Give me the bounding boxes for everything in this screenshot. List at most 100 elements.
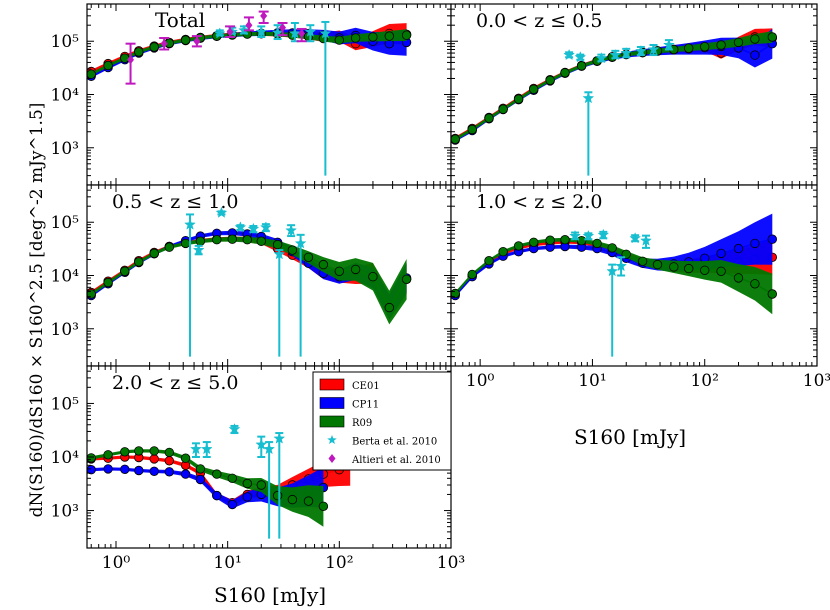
panel-title: 0.5 < z ≤ 1.0: [112, 191, 238, 213]
point-CP11: [767, 234, 778, 244]
point-R09: [592, 238, 602, 249]
y-tick-label: 10³: [51, 139, 79, 159]
point-R09: [87, 453, 96, 463]
band-CP11: [91, 467, 324, 509]
point-CP11: [164, 467, 175, 477]
berta-point: [294, 237, 307, 249]
point-R09: [180, 453, 191, 463]
point-R09: [103, 60, 113, 71]
x-axis-label-bottom: S160 [mJy]: [214, 583, 326, 607]
legend-label: Berta et al. 2010: [352, 437, 437, 448]
point-R09: [164, 447, 175, 458]
point-R09: [684, 43, 694, 53]
point-R09: [303, 496, 314, 506]
point-R09: [134, 47, 144, 57]
point-R09: [716, 266, 726, 277]
point-R09: [560, 68, 570, 78]
berta-point: [200, 442, 213, 455]
band-R09: [91, 236, 407, 325]
altieri-point: [160, 39, 168, 49]
berta-point: [273, 432, 286, 444]
point-R09: [607, 243, 617, 253]
point-R09: [256, 480, 267, 490]
berta-point: [609, 48, 622, 61]
point-R09: [384, 302, 395, 313]
point-R09: [368, 272, 378, 282]
y-tick-label: 10³: [51, 502, 79, 522]
point-R09: [767, 289, 778, 299]
berta-point: [615, 259, 628, 272]
point-CP11: [134, 465, 144, 476]
band-R09: [455, 237, 773, 315]
x-axis-label-right: S160 [mJy]: [574, 425, 686, 449]
berta-point: [597, 228, 610, 240]
berta-point: [582, 229, 595, 242]
point-R09: [120, 447, 130, 457]
point-R09: [529, 84, 539, 95]
panel-z-0.5-1.0: 10³ 10⁴ 10⁵ 0.5 < z ≤ 1.0: [51, 184, 452, 367]
point-R09: [120, 53, 130, 63]
berta-point: [647, 43, 660, 55]
berta-point: [606, 265, 619, 277]
point-R09: [545, 75, 555, 86]
point-R09: [87, 69, 96, 79]
point-R09: [576, 61, 587, 71]
x-tick-label: 10⁰: [102, 553, 131, 573]
point-R09: [700, 42, 710, 52]
point-CE01: [164, 456, 175, 466]
berta-point: [255, 25, 268, 37]
x-tick-label: 10¹: [213, 553, 241, 573]
panel-z-1.0-2.0: 1.0 < z ≤ 2.0 10⁰ 10¹ 10² 10³: [450, 184, 830, 391]
berta-point: [228, 423, 241, 435]
point-R09: [401, 30, 412, 40]
point-R09: [103, 277, 113, 288]
point-CP11: [716, 248, 726, 259]
berta-point: [629, 232, 642, 244]
point-R09: [401, 274, 412, 285]
point-R09: [227, 473, 238, 484]
berta-point: [273, 248, 286, 260]
berta-point: [574, 51, 587, 63]
berta-point: [184, 218, 196, 230]
point-R09: [195, 464, 206, 474]
band-R09: [91, 29, 407, 76]
point-R09: [384, 31, 395, 41]
berta-point: [582, 92, 595, 104]
berta-point: [263, 442, 276, 455]
point-R09: [684, 263, 694, 274]
point-R09: [334, 35, 345, 45]
point-R09: [134, 257, 144, 267]
point-R09: [334, 266, 345, 277]
y-tick-label: 10⁵: [51, 394, 80, 414]
altieri-point: [193, 36, 201, 46]
point-R09: [350, 264, 361, 275]
plot-area: [451, 213, 778, 357]
legend-swatch-CE01: [319, 378, 345, 391]
x-tick-label: 10³: [437, 553, 465, 573]
point-R09: [212, 234, 222, 245]
y-tick-label: 10⁴: [51, 267, 80, 287]
point-CP11: [227, 499, 238, 510]
point-CP11: [103, 464, 113, 474]
point-CP11: [120, 464, 130, 475]
x-tick-label: 10²: [325, 553, 353, 573]
berta-point: [304, 25, 317, 37]
point-CE01: [149, 454, 159, 464]
berta-point: [259, 221, 272, 233]
plot-area: [87, 423, 355, 539]
point-R09: [272, 239, 283, 250]
berta-point: [288, 27, 301, 39]
berta-point: [213, 27, 226, 39]
y-tick-label: 10⁵: [51, 32, 80, 52]
point-R09: [498, 104, 508, 114]
point-CP11: [242, 492, 253, 502]
plot-area: [87, 206, 412, 357]
point-R09: [350, 33, 361, 43]
point-R09: [149, 446, 159, 456]
y-axis-label-text: dN(S160)/dS160 × S160^2.5 [deg^-2 mJy^1.…: [27, 103, 47, 518]
legend-marker-altieri: [328, 454, 336, 463]
panel-z-0-0.5: 0.0 < z ≤ 0.5: [450, 3, 818, 186]
point-R09: [287, 494, 298, 505]
y-tick-label: 10⁴: [51, 86, 80, 106]
point-R09: [560, 234, 570, 245]
